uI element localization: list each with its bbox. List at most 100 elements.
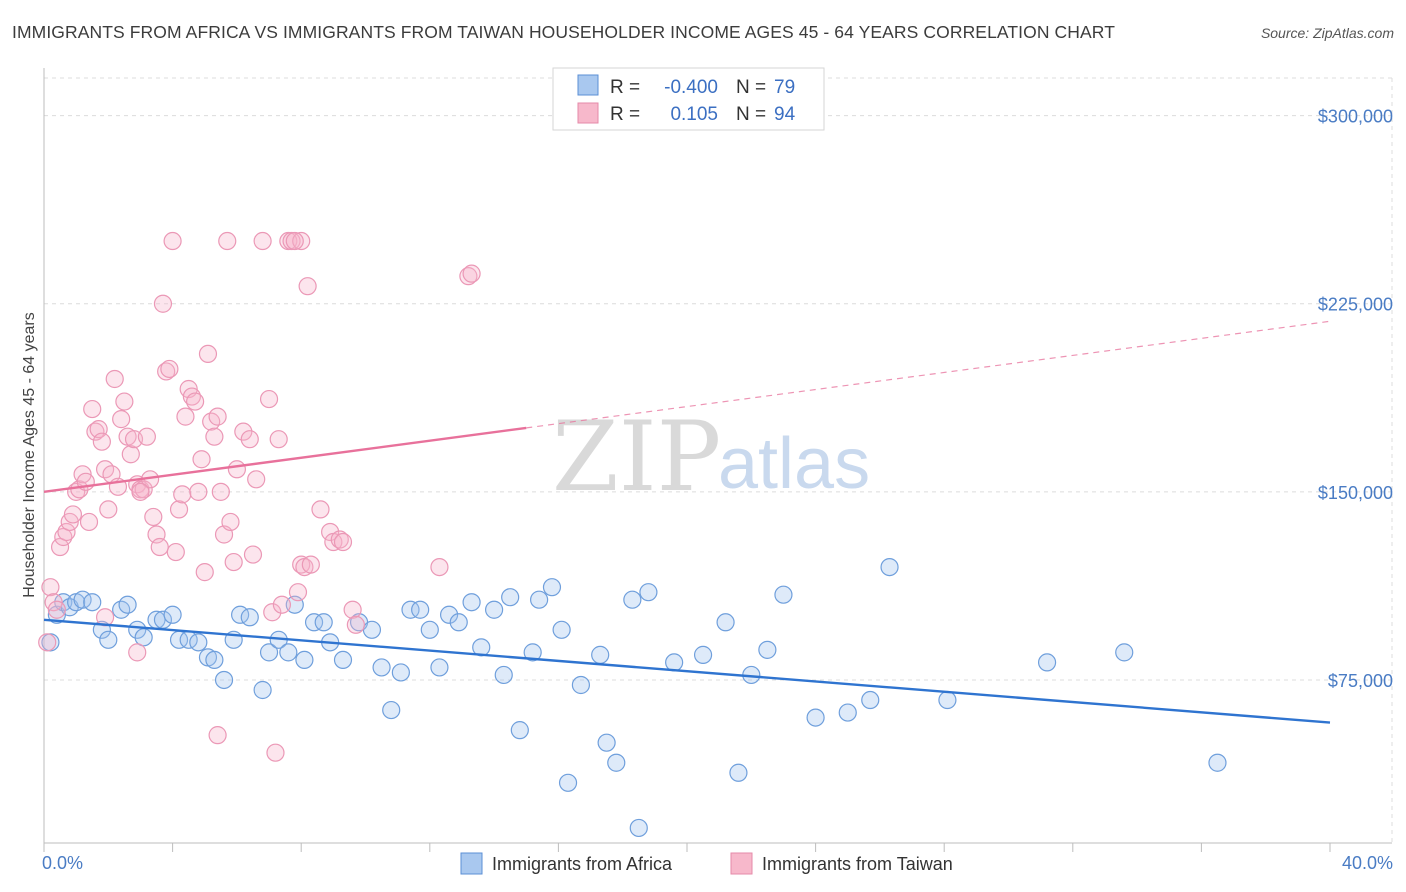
taiwan-point-60 xyxy=(234,422,253,441)
legend-r-label-africa: R = xyxy=(610,77,640,98)
trend-lines xyxy=(43,320,1331,724)
y-tick-label-1: $150,000 xyxy=(1318,483,1393,503)
africa-point-20 xyxy=(205,650,224,670)
taiwan-point-47 xyxy=(189,482,208,501)
chart-title: IMMIGRANTS FROM AFRICA VS IMMIGRANTS FRO… xyxy=(12,22,1116,42)
africa-point-65 xyxy=(693,645,713,664)
taiwan-point-67 xyxy=(269,430,288,449)
taiwan-point-72 xyxy=(292,555,311,574)
africa-point-26 xyxy=(259,643,279,662)
africa-point-62 xyxy=(629,818,648,838)
africa-point-52 xyxy=(523,643,542,662)
taiwan-point-89 xyxy=(292,231,311,251)
taiwan-point-65 xyxy=(259,389,279,409)
africa-point-69 xyxy=(758,640,777,659)
africa-point-66 xyxy=(716,613,735,632)
taiwan-point-23 xyxy=(112,410,131,429)
bottom-legend-label-africa: Immigrants from Africa xyxy=(492,854,673,874)
taiwan-point-83 xyxy=(430,557,449,577)
taiwan-point-3 xyxy=(47,600,66,619)
legend-swatch-africa xyxy=(577,74,599,96)
africa-point-6 xyxy=(83,593,102,612)
taiwan-point-57 xyxy=(221,512,240,532)
axes xyxy=(43,68,1392,852)
taiwan-point-40 xyxy=(166,542,185,562)
taiwan-point-19 xyxy=(99,500,118,519)
taiwan-point-64 xyxy=(253,231,272,251)
africa-point-45 xyxy=(449,613,468,632)
taiwan-point-76 xyxy=(311,500,330,519)
x-tick-labels: 0.0% 40.0% xyxy=(42,853,1393,873)
y-tick-label-2: $225,000 xyxy=(1318,295,1393,315)
taiwan-point-17 xyxy=(92,432,111,451)
africa-point-41 xyxy=(411,600,430,619)
africa-point-18 xyxy=(189,633,208,652)
taiwan-point-50 xyxy=(198,344,218,364)
taiwan-point-43 xyxy=(176,407,195,426)
taiwan-point-1 xyxy=(41,578,60,597)
taiwan-trend-line-solid xyxy=(43,426,527,494)
taiwan-point-52 xyxy=(205,427,224,446)
africa-point-39 xyxy=(391,663,410,682)
taiwan-point-71 xyxy=(288,583,308,602)
africa-point-44 xyxy=(439,605,459,624)
taiwan-trend-line-dashed xyxy=(526,320,1331,429)
taiwan-point-77 xyxy=(321,522,340,542)
africa-point-12 xyxy=(134,628,153,647)
taiwan-point-82 xyxy=(346,615,365,634)
taiwan-point-59 xyxy=(227,460,246,479)
africa-point-59 xyxy=(597,733,616,752)
africa-point-72 xyxy=(838,703,857,722)
watermark-atlas: atlas xyxy=(718,424,870,504)
legend-n-label-taiwan: N = xyxy=(736,104,766,125)
legend-r-label-taiwan: R = xyxy=(610,104,640,125)
africa-point-49 xyxy=(494,665,513,685)
taiwan-point-15 xyxy=(86,422,105,441)
legend-n-value-taiwan: 94 xyxy=(774,104,796,125)
africa-point-10 xyxy=(118,595,137,614)
africa-point-25 xyxy=(253,680,272,700)
africa-point-75 xyxy=(938,690,957,710)
africa-point-55 xyxy=(552,620,571,639)
x-tick-label-end: 40.0% xyxy=(1342,853,1393,873)
y-axis-title: Householder Income Ages 45 - 64 years xyxy=(21,312,38,598)
y-tick-labels: $75,000 $150,000 $225,000 $300,000 xyxy=(1318,107,1393,691)
africa-point-43 xyxy=(430,658,449,677)
africa-point-51 xyxy=(510,721,529,740)
taiwan-point-6 xyxy=(57,522,76,542)
taiwan-point-87 xyxy=(266,743,285,762)
taiwan-point-85 xyxy=(462,264,481,283)
taiwan-point-61 xyxy=(240,430,259,449)
taiwan-point-62 xyxy=(243,545,263,564)
africa-point-67 xyxy=(729,763,748,782)
taiwan-point-31 xyxy=(137,427,156,446)
data-points xyxy=(38,231,1227,838)
taiwan-point-45 xyxy=(182,387,201,406)
taiwan-point-81 xyxy=(343,600,362,619)
taiwan-point-36 xyxy=(153,294,173,313)
africa-point-50 xyxy=(501,588,520,607)
y-tick-label-0: $75,000 xyxy=(1328,671,1393,691)
legend-r-value-africa: -0.400 xyxy=(664,77,718,98)
africa-point-32 xyxy=(314,613,333,632)
taiwan-point-58 xyxy=(224,552,243,572)
taiwan-point-56 xyxy=(218,231,237,251)
taiwan-point-90 xyxy=(285,231,304,251)
legend-swatch-taiwan xyxy=(577,102,599,124)
bottom-legend: Immigrants from Africa Immigrants from T… xyxy=(460,852,953,875)
taiwan-point-91 xyxy=(131,482,150,501)
africa-point-61 xyxy=(623,590,642,609)
africa-point-21 xyxy=(214,670,234,690)
chart-source: Source: ZipAtlas.com xyxy=(1260,25,1394,41)
taiwan-point-26 xyxy=(121,445,140,464)
taiwan-point-53 xyxy=(208,407,227,426)
taiwan-point-0 xyxy=(38,633,57,652)
africa-point-71 xyxy=(806,708,825,727)
taiwan-point-33 xyxy=(144,507,163,527)
taiwan-point-75 xyxy=(301,555,320,574)
taiwan-point-35 xyxy=(150,537,169,557)
taiwan-point-42 xyxy=(173,485,192,504)
taiwan-point-80 xyxy=(333,532,353,552)
africa-point-77 xyxy=(1115,643,1134,662)
africa-point-76 xyxy=(1037,653,1057,672)
